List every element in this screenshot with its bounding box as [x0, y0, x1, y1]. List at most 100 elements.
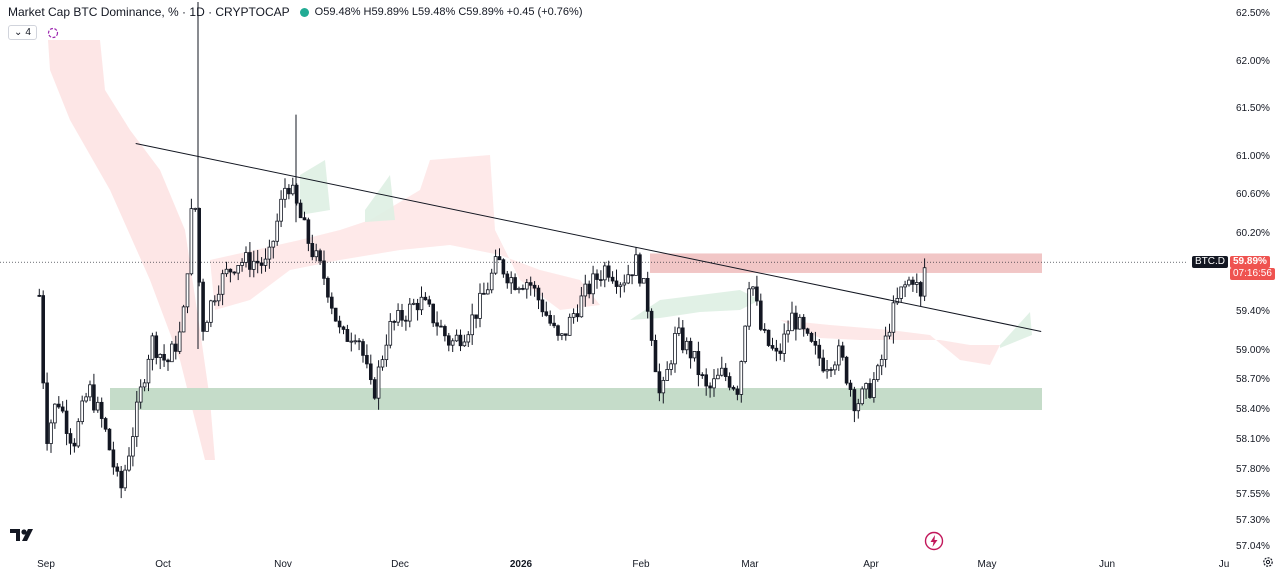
candle	[411, 298, 416, 306]
candle-body-down	[868, 383, 872, 398]
candle-body-down	[774, 347, 779, 352]
candle	[138, 379, 143, 409]
candle	[700, 372, 705, 379]
candle	[482, 282, 486, 295]
indicators-toggle-button[interactable]: ⌄ 4	[8, 25, 37, 40]
candle	[532, 281, 537, 297]
candle-body-up	[396, 310, 400, 323]
candle	[688, 337, 693, 369]
symbol-tag: BTC.D	[1192, 256, 1228, 268]
candle	[212, 295, 217, 306]
candle	[716, 368, 720, 380]
candle-body-down	[548, 314, 552, 324]
candle-body-down	[630, 274, 634, 277]
candle-body-up	[677, 327, 681, 334]
candle	[755, 275, 759, 306]
candle-body-up	[716, 374, 720, 380]
candle-body-up	[462, 341, 467, 347]
candle	[267, 239, 272, 269]
last-price-tag: 59.89%	[1230, 256, 1270, 268]
candle-body-up	[673, 333, 677, 365]
price-zones	[110, 253, 1042, 410]
candle-body-down	[392, 321, 396, 323]
candle	[64, 399, 69, 446]
candle	[864, 382, 868, 399]
candle-body-down	[357, 340, 361, 343]
candle-body-down	[821, 357, 825, 372]
candle-body-down	[298, 202, 303, 219]
candle	[914, 273, 919, 294]
candle	[661, 376, 666, 404]
candle	[150, 332, 155, 371]
candle-body-down	[688, 340, 693, 359]
candle-body-up	[88, 384, 92, 398]
candle	[103, 416, 108, 432]
candle	[173, 335, 178, 360]
candle-body-down	[735, 388, 740, 395]
candle	[275, 213, 279, 246]
price-tick-label: 59.40%	[1236, 306, 1270, 317]
candle-body-up	[786, 330, 790, 335]
candle	[521, 284, 525, 291]
time-axis[interactable]: Sep Oct Nov Dec 2026 Feb Mar Apr May Jun Ju	[37, 559, 1229, 570]
candle-body-up	[856, 403, 861, 412]
candle-body-down	[657, 371, 662, 394]
candle-body-up	[567, 316, 572, 336]
candle-body-down	[844, 356, 849, 384]
candle-body-down	[848, 382, 853, 390]
candle-body-down	[431, 303, 435, 324]
candle	[193, 207, 198, 212]
candle	[466, 331, 471, 348]
candle-body-down	[92, 384, 96, 411]
candle	[704, 368, 708, 396]
candle-body-down	[423, 296, 428, 301]
candle	[505, 270, 510, 289]
price-tick-label: 57.55%	[1236, 489, 1270, 500]
candle-body-down	[329, 296, 334, 309]
candle	[287, 184, 291, 200]
candle	[84, 392, 88, 403]
candle-body-up	[279, 198, 283, 222]
candle	[583, 274, 588, 307]
settings-gear-icon[interactable]	[1262, 556, 1274, 568]
price-axis[interactable]: 62.50% 62.00% 61.50% 61.00% 60.60% 60.20% 59.4…	[1236, 8, 1270, 552]
candle-body-up	[560, 333, 564, 336]
candle	[259, 257, 264, 274]
candle	[653, 334, 658, 373]
candle	[146, 354, 151, 392]
candle	[209, 299, 213, 328]
candle	[762, 323, 767, 334]
candle-body-down	[64, 410, 69, 434]
candle	[232, 271, 237, 276]
candle-body-down	[166, 359, 170, 363]
candle-body-up	[517, 287, 521, 290]
candle	[887, 323, 892, 340]
candle	[513, 273, 517, 291]
candle	[474, 314, 478, 329]
candle-body-up	[267, 246, 272, 260]
candle	[107, 428, 112, 451]
candle-body-down	[794, 312, 798, 330]
candle	[903, 280, 907, 298]
candle-body-up	[887, 331, 892, 337]
candle	[833, 361, 837, 375]
candle	[782, 323, 786, 362]
candle-body-down	[563, 333, 568, 336]
candle-body-up	[641, 278, 646, 284]
candle-body-down	[727, 376, 732, 388]
candle	[794, 305, 798, 341]
lightning-icon[interactable]	[924, 531, 944, 551]
candle	[337, 315, 342, 334]
candle-body-down	[638, 254, 642, 284]
candle-body-up	[747, 288, 751, 327]
candle	[528, 276, 533, 296]
candle	[891, 295, 896, 344]
candle-body-down	[365, 354, 369, 365]
ichimoku-cloud	[48, 40, 1032, 460]
bearish-cloud-mid	[210, 155, 600, 310]
candle	[431, 303, 435, 327]
candle-body-down	[337, 320, 342, 328]
candle	[384, 334, 389, 367]
candle	[536, 285, 541, 310]
